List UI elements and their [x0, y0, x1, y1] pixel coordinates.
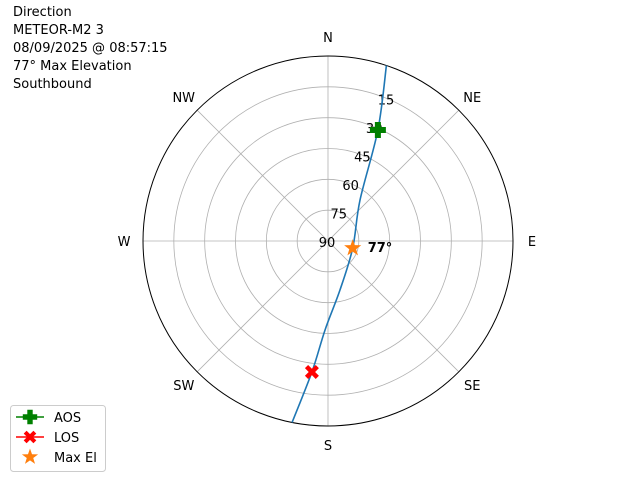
legend-label: AOS — [54, 411, 81, 426]
legend-label: Max El — [54, 451, 97, 466]
direction-label: SW — [173, 379, 194, 394]
title-line: Southbound — [13, 77, 92, 92]
marker-aos — [369, 122, 386, 139]
direction-label: E — [528, 235, 536, 250]
direction-label: W — [118, 235, 131, 250]
elevation-tick-label: 75 — [331, 208, 348, 223]
direction-label: S — [324, 439, 332, 454]
direction-label: NE — [463, 91, 481, 106]
title-line: METEOR-M2 3 — [13, 23, 104, 38]
chart-title: Direction METEOR-M2 3 08/09/2025 @ 08:57… — [13, 4, 168, 94]
grid-spoke — [196, 109, 460, 373]
legend-label: LOS — [54, 431, 79, 446]
legend-marker — [22, 409, 38, 425]
legend-marker — [23, 430, 37, 444]
direction-label: NW — [172, 91, 195, 106]
legend-marker — [21, 448, 39, 464]
marker-max-el — [344, 239, 362, 256]
title-line: 08/09/2025 @ 08:57:15 — [13, 41, 168, 56]
outer-frame — [142, 55, 514, 427]
title-line: Direction — [13, 5, 72, 20]
title-line: 77° Max Elevation — [13, 59, 132, 74]
legend: AOS LOS Max El — [10, 405, 106, 472]
elevation-tick-label: 15 — [378, 94, 395, 109]
elevation-tick-label: 60 — [342, 179, 359, 194]
direction-label: SE — [464, 379, 480, 394]
marker-los — [304, 364, 319, 379]
elevation-tick-label: 90 — [319, 236, 336, 251]
direction-label: N — [323, 31, 333, 46]
max-el-annotation: 77° — [368, 241, 393, 256]
elevation-tick-label: 45 — [354, 151, 371, 166]
